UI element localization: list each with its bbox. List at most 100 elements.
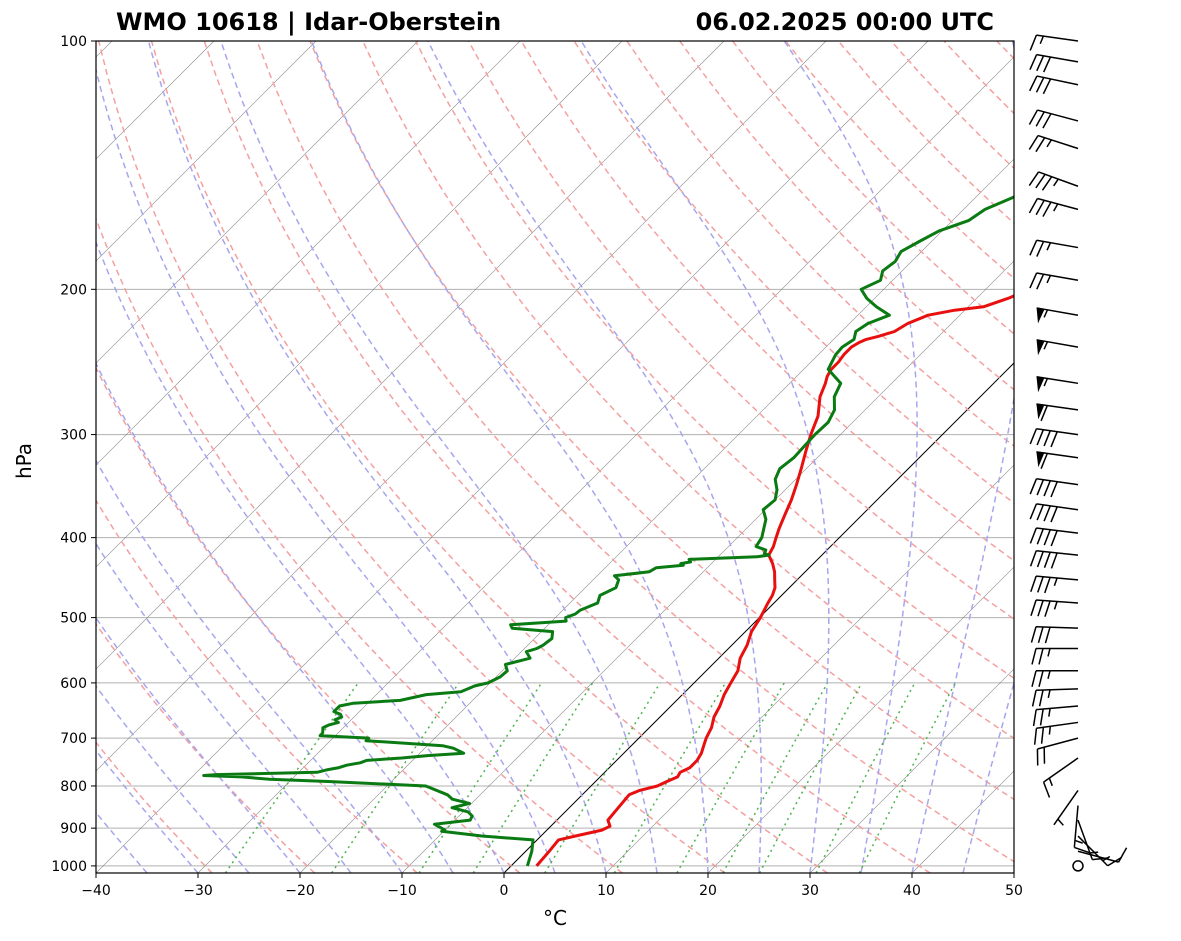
wind-barb	[1036, 307, 1079, 324]
barb-full	[1050, 530, 1058, 547]
mixing-ratio-line	[472, 682, 594, 873]
dry-adiabat	[784, 41, 1014, 280]
moist-adiabat	[96, 361, 454, 873]
wind-barb	[1031, 670, 1078, 687]
dry-adiabat	[362, 41, 1014, 740]
barb-shaft	[1036, 451, 1079, 459]
dewpoint-profile-line	[202, 195, 1014, 867]
profile-lines	[202, 195, 1014, 867]
barb-full	[1043, 56, 1052, 73]
dry-adiabat	[626, 41, 1014, 448]
dry-adiabat	[150, 41, 828, 873]
moist-adiabat	[427, 41, 763, 873]
y-tick-label: 700	[60, 731, 87, 747]
barb-full	[1035, 77, 1045, 93]
wind-barb	[1042, 757, 1079, 798]
wind-barb	[1030, 599, 1079, 617]
barb-full	[1029, 550, 1037, 567]
wind-barb	[1073, 805, 1091, 854]
barb-full	[1030, 626, 1037, 643]
moist-adiabat	[962, 680, 1014, 873]
wind-barb	[1030, 575, 1079, 594]
isotherm-line	[96, 41, 929, 873]
dry-adiabat	[309, 41, 1014, 801]
wind-barb	[1029, 427, 1079, 448]
wind-barb	[1029, 527, 1079, 547]
barb-full	[1044, 577, 1051, 594]
isotherm-line	[503, 362, 1014, 873]
barb-full	[1035, 111, 1045, 127]
x-tick-label: −20	[285, 883, 315, 899]
barb-half	[1089, 851, 1099, 854]
moist-adiabat	[580, 41, 830, 873]
barb-half	[1048, 708, 1051, 717]
isotherm-line	[197, 56, 1014, 873]
barb-half	[1053, 577, 1058, 587]
barb-half	[1048, 777, 1053, 787]
barb-flag	[1036, 307, 1045, 324]
dry-adiabat	[732, 41, 1014, 335]
mixing-ratio-line	[331, 682, 460, 873]
barb-full	[1028, 135, 1039, 150]
barb-full	[1036, 429, 1045, 446]
barb-half	[1047, 670, 1051, 679]
barb-full	[1038, 648, 1044, 665]
moist-adiabat	[911, 41, 1014, 873]
x-tick-label: 50	[1005, 883, 1023, 899]
barb-flag	[1036, 339, 1045, 356]
wind-barb	[1077, 819, 1109, 861]
barb-half	[1053, 203, 1059, 212]
wind-barb	[1031, 688, 1079, 707]
moist-adiabat	[220, 41, 658, 873]
mixing-ratio-line	[815, 682, 916, 873]
isotherm-line	[299, 158, 1014, 873]
barb-full	[1038, 689, 1044, 707]
barb-half	[1053, 178, 1059, 187]
wind-barb	[1032, 705, 1079, 727]
barb-full	[1029, 75, 1038, 92]
mixing-ratio-line	[722, 682, 829, 873]
barb-flag	[1036, 376, 1045, 393]
y-tick-label: 100	[60, 34, 87, 50]
barb-full	[1044, 600, 1051, 617]
x-tick-label: 0	[500, 883, 509, 899]
barb-half	[1039, 35, 1045, 45]
y-tick-label: 900	[60, 821, 87, 837]
dry-adiabat	[996, 41, 1014, 60]
y-tick-label: 400	[60, 531, 87, 547]
barb-half	[1048, 726, 1052, 735]
barb-half	[1046, 275, 1052, 284]
moist-adiabat	[96, 459, 403, 873]
title-station: WMO 10618 | Idar-Oberstein	[116, 8, 501, 36]
moist-adiabat	[96, 542, 352, 873]
wind-barb	[1036, 403, 1079, 422]
barb-full	[1028, 171, 1040, 186]
isotherm-line	[96, 41, 725, 670]
mixing-ratio-line	[676, 682, 785, 873]
barb-half	[1074, 839, 1083, 844]
mixing-ratio-lines	[224, 682, 956, 873]
barb-full	[1029, 428, 1038, 445]
dry-adiabat	[97, 41, 726, 873]
x-tick-label: 20	[699, 883, 717, 899]
barb-full	[1041, 176, 1053, 191]
barb-full	[1044, 626, 1051, 644]
calm-circle	[1072, 860, 1084, 872]
wind-barb	[1029, 549, 1079, 569]
wind-barb	[1031, 647, 1078, 665]
barb-full	[1039, 708, 1044, 726]
wind-barb	[1029, 239, 1079, 257]
dry-adiabat	[96, 499, 418, 873]
y-axis-ticks: 100 200 300 400 500 600 700 800 900 1000	[51, 34, 96, 875]
wind-barb	[1028, 109, 1079, 129]
dry-adiabat	[96, 216, 623, 873]
barb-full	[1050, 481, 1058, 498]
barb-full	[1036, 55, 1045, 72]
wind-barb	[1029, 272, 1079, 290]
barb-full	[1031, 690, 1037, 707]
barb-full	[1029, 272, 1038, 289]
title-datetime: 06.02.2025 00:00 UTC	[696, 8, 994, 36]
barb-full	[1036, 479, 1045, 496]
wind-barb	[1030, 625, 1079, 644]
moist-adiabat	[96, 67, 556, 873]
